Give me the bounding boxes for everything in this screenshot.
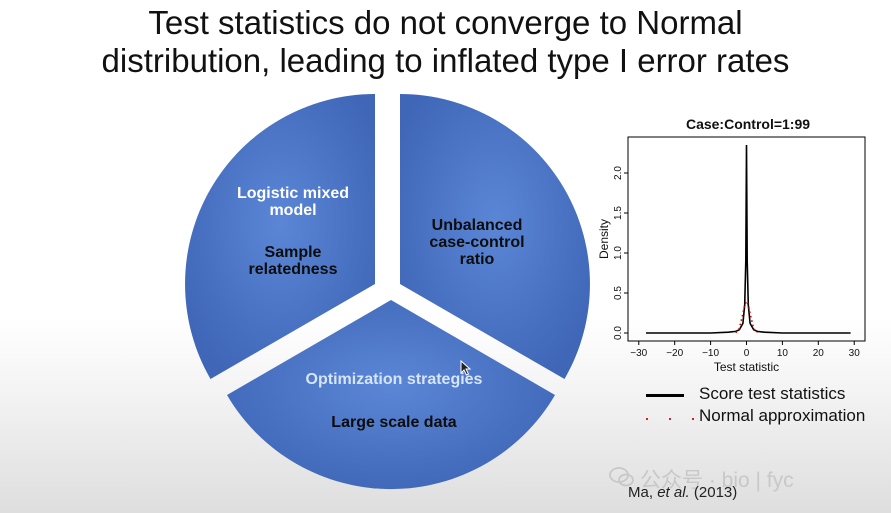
- pie-right-label-line1: Unbalanced: [431, 217, 523, 234]
- wechat-icon: [609, 467, 634, 487]
- legend-item-normal: · · · Normal approximation: [640, 406, 880, 428]
- pie-sector-right: [400, 94, 590, 379]
- pie-left-label-line1: Logistic mixed: [236, 185, 350, 202]
- legend-label-normal: Normal approximation: [699, 406, 866, 425]
- legend-label-score: Score test statistics: [699, 384, 846, 403]
- citation-year: (2013): [689, 484, 738, 501]
- pie-right-label-line2: case-control: [429, 234, 525, 251]
- mouse-cursor-icon: [460, 360, 472, 376]
- chart-title: Case:Control=1:99: [685, 116, 811, 132]
- pie-right-label: Unbalanced case-control ratio: [402, 217, 552, 268]
- pie-sector-bottom: [227, 300, 555, 490]
- watermark-text: 公众号 · bio | fyc: [640, 469, 794, 492]
- slide-title: Test statistics do not converge to Norma…: [0, 4, 891, 80]
- pie-sector-left: [185, 94, 375, 379]
- pie-bottom-label: Optimization strategies: [305, 371, 483, 388]
- legend-swatch-normal: · · ·: [644, 408, 702, 428]
- pie-bottom-sublabel: Large scale data: [331, 414, 457, 431]
- pie-right-label-line3: ratio: [459, 251, 495, 268]
- pie-left-label: Logistic mixed model: [228, 185, 358, 219]
- pie-left-label-line2: model: [269, 202, 317, 219]
- citation: Ma, et al. (2013): [628, 484, 737, 501]
- pie-left-sub-line2: relatedness: [248, 261, 338, 278]
- slide-title-line1: Test statistics do not converge to Norma…: [148, 4, 743, 41]
- citation-etal: et al.: [657, 484, 690, 501]
- legend-item-score: Score test statistics: [640, 384, 880, 406]
- legend-swatch-score: [646, 394, 684, 397]
- citation-author: Ma,: [628, 484, 658, 501]
- slide-title-line2: distribution, leading to inflated type I…: [101, 42, 790, 79]
- pie-left-sublabel: Sample relatedness: [228, 244, 358, 278]
- pie-left-sub-line1: Sample: [264, 244, 322, 261]
